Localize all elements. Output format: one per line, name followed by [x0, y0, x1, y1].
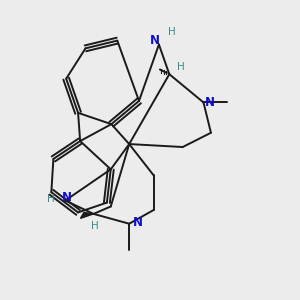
Polygon shape — [80, 212, 94, 218]
Text: H: H — [47, 194, 55, 204]
Text: N: N — [62, 191, 72, 204]
Text: N: N — [133, 216, 143, 229]
Text: N: N — [205, 96, 215, 109]
Text: H: H — [91, 221, 99, 231]
Text: N: N — [150, 34, 160, 46]
Text: H: H — [167, 27, 175, 37]
Text: H: H — [177, 62, 184, 72]
